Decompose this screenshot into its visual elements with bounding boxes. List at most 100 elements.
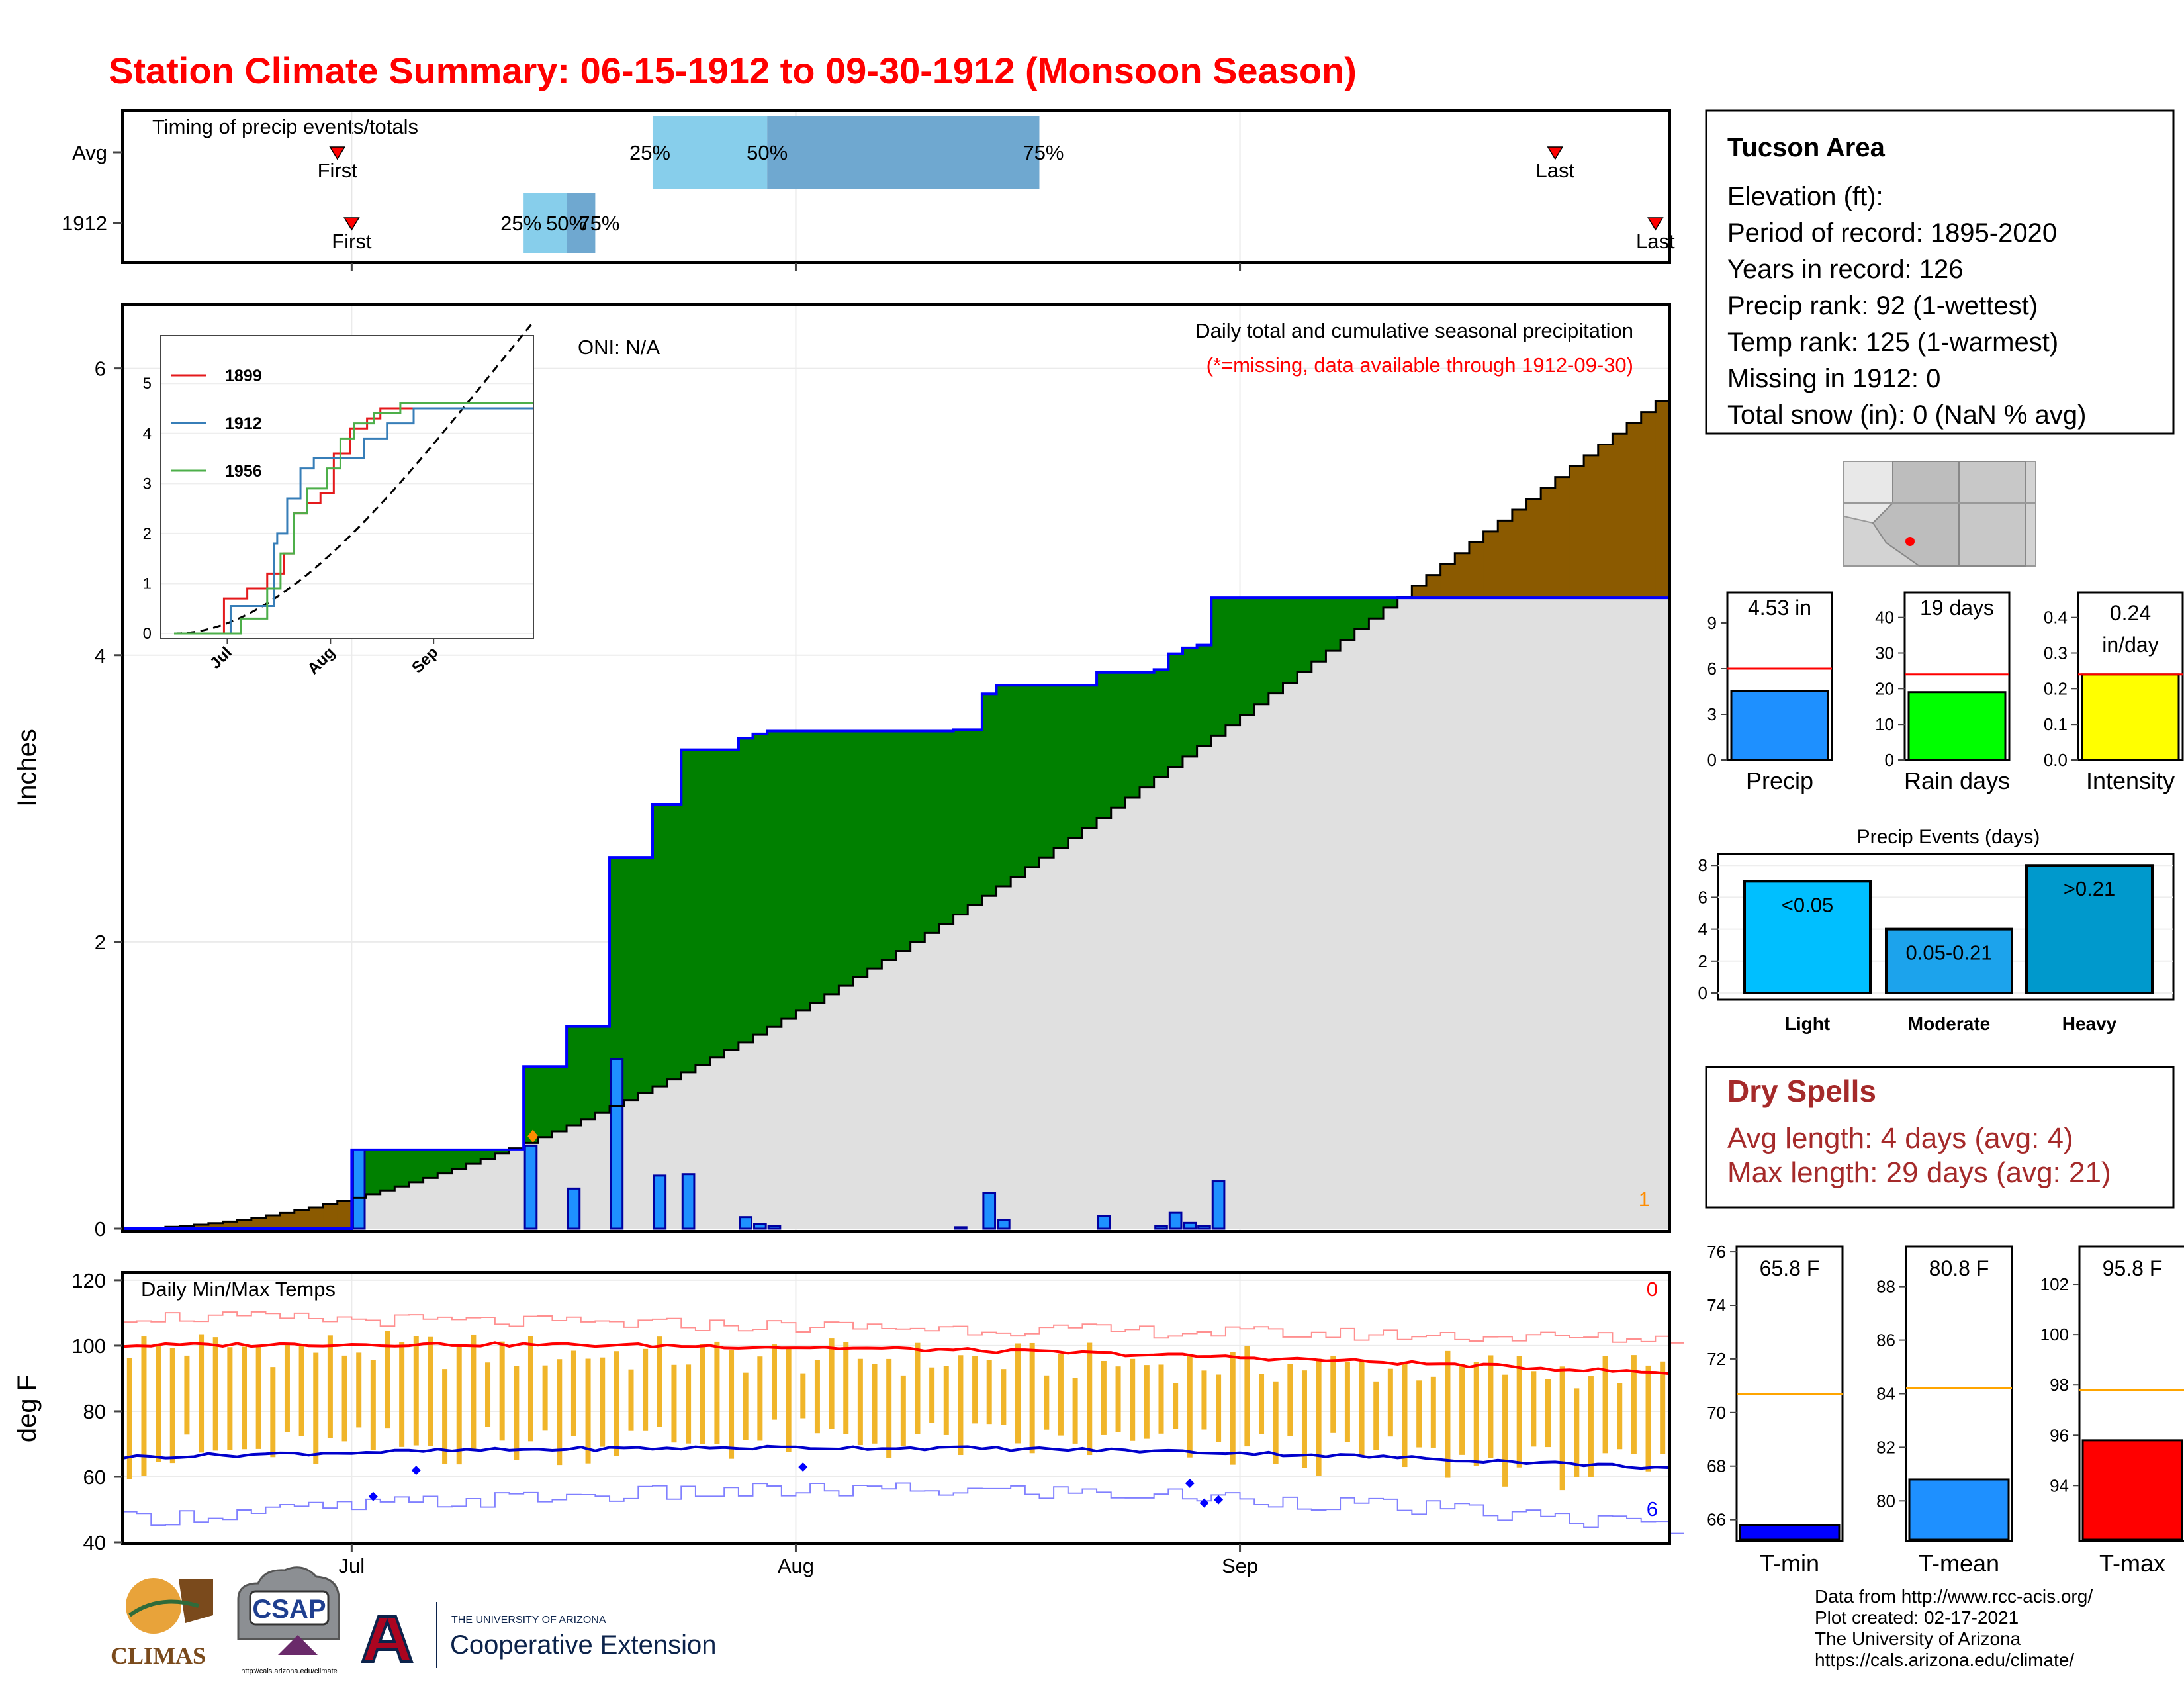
daily-temp-bar (1187, 1354, 1193, 1458)
precip-ylabel: Inches (13, 729, 42, 807)
cum-base-fill (968, 905, 983, 1229)
mini-bar-label: Intensity (2086, 767, 2175, 794)
daily-temp-bar (1445, 1350, 1451, 1478)
events-bar (2025, 864, 2154, 994)
cum-base-fill (1283, 682, 1298, 1229)
daily-temp-bar (1201, 1370, 1207, 1430)
footer-line-3: The University of Arizona (1815, 1628, 2021, 1649)
daily-temp-bar (814, 1360, 820, 1434)
above-avg-fill (1354, 598, 1369, 630)
daily-temp-bar (872, 1364, 878, 1444)
daily-temp-bar (1230, 1352, 1236, 1465)
daily-temp-bar (843, 1342, 849, 1434)
daily-temp-bar (341, 1355, 347, 1442)
cum-base-fill (724, 1050, 739, 1229)
above-avg-fill (610, 857, 625, 1107)
inset-legend-label: 1912 (225, 414, 262, 433)
daily-temp-bar (327, 1335, 333, 1438)
above-avg-fill (1011, 685, 1026, 877)
cum-base-fill (953, 914, 968, 1229)
daily-temp-bar (413, 1336, 419, 1446)
daily-temp-bar (485, 1362, 491, 1427)
daily-precip-bar (767, 1225, 782, 1230)
temp-label: Daily Min/Max Temps (141, 1278, 336, 1301)
temp-ytick-label: 60 (83, 1466, 106, 1489)
mini-bar-tick-label: 0.0 (2044, 750, 2068, 770)
info-line: Temp rank: 125 (1-warmest) (1727, 328, 2058, 357)
below-avg-fill (1426, 575, 1441, 598)
cum-base-fill (1354, 629, 1369, 1229)
mini-bar-value-text: 19 days (1920, 596, 1994, 620)
daily-temp-bar (929, 1367, 935, 1423)
mini-bar-value-bar (2081, 673, 2180, 761)
temp-bar-value-text: 80.8 F (1929, 1256, 1989, 1280)
daily-temp-bar (385, 1331, 390, 1429)
mini-bar-precip: 0 3 6 9 4.53 in Precip (1707, 591, 1833, 794)
climas-mesa-icon (179, 1579, 213, 1623)
daily-temp-bar (1473, 1362, 1479, 1466)
cum-base-fill (666, 1079, 682, 1229)
oni-label: ONI: N/A (578, 336, 660, 359)
events-bar-label: Heavy (2062, 1013, 2117, 1034)
daily-temp-bar (886, 1358, 892, 1458)
mini-bar-intensity: 0.0 0.1 0.2 0.3 0.4 0.24 in/day Intensity (2044, 591, 2184, 794)
temp-ytick-label: 40 (83, 1531, 106, 1554)
mini-bar-value-bar (1730, 690, 1829, 761)
above-avg-fill (796, 731, 811, 1011)
events-bar-text: 0.05-0.21 (1906, 941, 1993, 964)
daily-temp-bar (156, 1343, 161, 1462)
daily-temp-bar (614, 1351, 619, 1456)
timing-p50-label: 50% (546, 212, 587, 235)
daily-temp-bar (471, 1334, 477, 1449)
daily-precip-bar (1183, 1221, 1197, 1230)
below-avg-fill (1512, 509, 1527, 598)
daily-temp-bar (857, 1358, 863, 1446)
cum-base-fill (925, 933, 940, 1229)
cum-base-fill (839, 986, 854, 1229)
above-avg-fill (1211, 598, 1226, 736)
daily-temp-bar (356, 1352, 362, 1428)
daily-temp-bar (255, 1346, 261, 1449)
precip-ytick-label: 6 (95, 357, 106, 381)
daily-temp-bar (514, 1366, 520, 1460)
daily-temp-bar (442, 1369, 448, 1464)
daily-temp-bar (829, 1338, 835, 1429)
missing-note: (*=missing, data available through 1912-… (1206, 353, 1633, 377)
daily-temp-bar (542, 1365, 548, 1431)
daily-precip-bar (610, 1058, 624, 1230)
below-avg-fill (308, 1207, 324, 1229)
daily-temp-bar (671, 1364, 677, 1443)
below-avg-fill (251, 1217, 266, 1229)
events-tick-label: 8 (1698, 855, 1707, 875)
temp-bar-value-text: 65.8 F (1760, 1256, 1820, 1280)
daily-precip-bar (1211, 1180, 1226, 1230)
above-avg-fill (1240, 598, 1255, 715)
above-avg-fill (853, 731, 868, 978)
cum-base-fill (1168, 767, 1183, 1229)
daily-temp-bar (1115, 1366, 1121, 1432)
timing-p75-label: 75% (578, 212, 619, 235)
cum-base-fill (867, 968, 882, 1229)
daily-temp-bar (1387, 1368, 1393, 1437)
above-avg-fill (867, 731, 882, 969)
cum-base-fill (910, 941, 925, 1229)
above-avg-fill (1254, 598, 1269, 704)
daily-temp-bar (456, 1346, 462, 1465)
above-avg-fill (380, 1149, 395, 1191)
mini-bar-tick-label: 0 (1707, 750, 1717, 770)
inset-ytick-label: 2 (143, 525, 152, 543)
x-tick-label: Aug (778, 1554, 814, 1577)
daily-precip-bar (1168, 1211, 1183, 1230)
timing-label: Timing of precip events/totals (152, 115, 418, 138)
above-avg-fill (839, 731, 854, 986)
info-line: Missing in 1912: 0 (1727, 364, 1940, 393)
below-avg-fill (208, 1223, 224, 1229)
cum-base-fill (638, 1093, 653, 1229)
cum-base-fill (796, 1010, 811, 1229)
daily-precip-bar (523, 1144, 538, 1230)
mini-bar-tick-label: 30 (1875, 643, 1894, 663)
record-min-line (122, 1482, 1684, 1534)
below-avg-fill (1569, 466, 1584, 598)
temp-bar-tick-label: 68 (1707, 1456, 1726, 1476)
mini-bar-label: Precip (1746, 767, 1813, 794)
